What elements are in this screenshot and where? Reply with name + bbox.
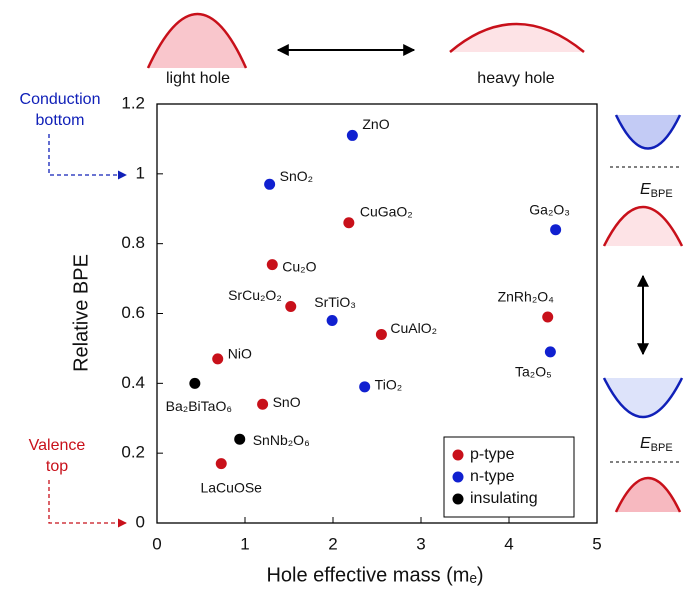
- y-axis-label: Relative BPE: [70, 254, 92, 372]
- point: [234, 433, 246, 445]
- legend-label: n-type: [470, 468, 515, 485]
- point-label: ZnO: [362, 116, 389, 132]
- conduction-label: bottom: [36, 112, 85, 129]
- x-axis-label: Hole effective mass (mₑ): [266, 564, 483, 586]
- valence-band: [602, 205, 684, 247]
- conduction-arrow: [48, 134, 127, 180]
- y-tick-label: 0.8: [121, 233, 145, 252]
- y-tick-label: 0.4: [121, 373, 145, 392]
- point-label: TiO₂: [375, 377, 402, 393]
- conduction-band: [602, 377, 684, 419]
- point-label: SrTiO₃: [314, 294, 356, 310]
- point: [212, 353, 224, 365]
- point: [285, 301, 297, 313]
- point-label: CuAlO₂: [390, 320, 437, 336]
- point: [257, 398, 269, 410]
- point-label: Ga₂O₃: [529, 201, 570, 217]
- x-tick-label: 2: [328, 534, 337, 553]
- point-label: ZnRh₂O₄: [498, 289, 555, 305]
- point: [264, 178, 276, 190]
- x-tick-label: 5: [592, 534, 601, 553]
- y-tick-label: 0.6: [121, 303, 145, 322]
- x-tick-label: 0: [152, 534, 161, 553]
- point: [215, 458, 227, 470]
- legend-label: insulating: [470, 490, 538, 507]
- legend-box: [443, 436, 575, 518]
- point-label: Cu₂O: [282, 258, 316, 274]
- point-label: SrCu₂O₂: [228, 287, 282, 303]
- heavy-hole-label: heavy hole: [477, 70, 554, 87]
- point: [346, 129, 358, 141]
- point: [266, 259, 278, 271]
- point-label: SnO₂: [280, 168, 313, 184]
- point: [189, 377, 201, 389]
- light-hole-label: light hole: [166, 70, 230, 87]
- light-hole-band: [146, 12, 248, 69]
- point: [359, 381, 371, 393]
- y-tick-label: 1: [136, 163, 145, 182]
- bpe-label: EBPE: [640, 181, 673, 200]
- point-label: SnNb₂O₆: [253, 432, 310, 448]
- point-label: CuGaO₂: [360, 203, 413, 219]
- conduction-label: Conduction: [20, 91, 101, 108]
- valence-band: [614, 476, 682, 513]
- point: [326, 314, 338, 326]
- legend-marker: [452, 471, 464, 483]
- point: [375, 328, 387, 340]
- x-tick-label: 1: [240, 534, 249, 553]
- point: [343, 217, 355, 229]
- conduction-band: [614, 114, 682, 150]
- bpe-symbol: E: [640, 181, 651, 198]
- bpe-subscript: BPE: [651, 442, 673, 454]
- x-tick-label: 3: [416, 534, 425, 553]
- valence-label: top: [46, 458, 68, 475]
- point-label: Ba₂BiTaO₆: [166, 398, 232, 414]
- bpe-subscript: BPE: [651, 188, 673, 200]
- valence-arrow: [48, 480, 127, 528]
- y-tick-label: 0.2: [121, 443, 145, 462]
- y-tick-label: 0: [136, 512, 145, 531]
- point: [542, 311, 554, 323]
- point-label: Ta₂O₅: [515, 364, 552, 380]
- bpe-symbol: E: [640, 435, 651, 452]
- bpe-label: EBPE: [640, 435, 673, 454]
- point-label: SnO: [273, 394, 301, 410]
- legend-label: p-type: [470, 446, 515, 463]
- point: [544, 346, 556, 358]
- point-label: NiO: [228, 346, 252, 362]
- point-label: LaCuOSe: [200, 479, 262, 495]
- legend-marker: [452, 493, 464, 505]
- valence-label: Valence: [29, 437, 86, 454]
- point: [550, 224, 562, 236]
- heavy-hole-band: [449, 22, 585, 53]
- x-tick-label: 4: [504, 534, 513, 553]
- y-tick-label: 1.2: [121, 93, 145, 112]
- legend-marker: [452, 449, 464, 461]
